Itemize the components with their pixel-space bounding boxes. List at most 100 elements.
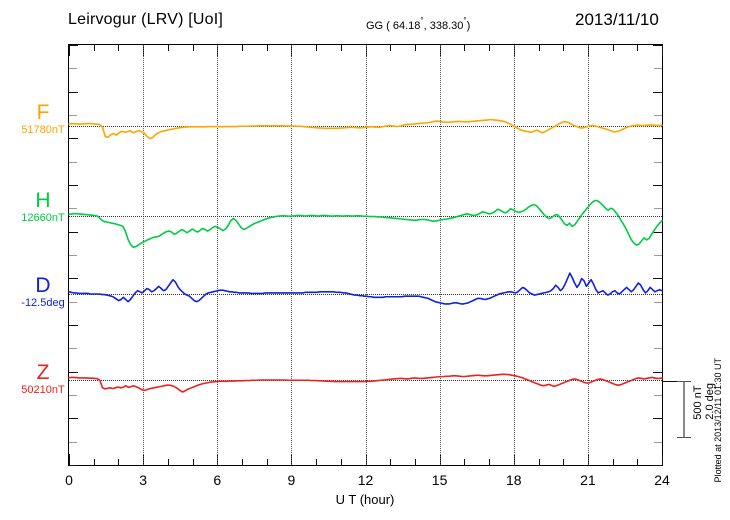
x-tick-bot-0 <box>69 454 70 465</box>
page-title: Leirvogur (LRV) [UoI] <box>68 11 224 28</box>
y-tick-r-15 <box>654 395 662 396</box>
component-symbol: H <box>35 189 51 212</box>
y-tick-r-17 <box>654 441 662 443</box>
y-tick-l-9 <box>69 255 77 256</box>
y-tick-r-18 <box>653 465 662 466</box>
y-tick-r-4 <box>653 138 662 140</box>
y-tick-r-16 <box>653 418 662 420</box>
degree-icon: ° <box>420 16 424 25</box>
x-tick-bot-24 <box>662 454 663 465</box>
x-tick-top-23 <box>637 45 639 51</box>
component-baseline-value: 12660nT <box>21 212 65 224</box>
trace-d <box>68 272 663 305</box>
gridline-hour-12 <box>365 45 367 465</box>
x-tick-top-4 <box>167 45 169 51</box>
y-tick-r-13 <box>654 348 662 350</box>
y-tick-r-8 <box>653 231 662 233</box>
x-tick-label-12: 12 <box>357 472 374 488</box>
gridline-hour-21 <box>587 45 589 465</box>
y-tick-l-4 <box>69 138 78 140</box>
component-label-h: H 12660nT <box>4 190 82 225</box>
y-tick-r-11 <box>654 301 662 303</box>
x-tick-bot-4 <box>167 459 169 465</box>
x-tick-label-0: 0 <box>65 472 73 488</box>
trace-z <box>68 373 663 393</box>
x-tick-bot-19 <box>538 459 540 465</box>
axis-left <box>68 44 69 466</box>
y-tick-l-10 <box>69 278 78 280</box>
gridline-hour-15 <box>439 45 441 465</box>
x-tick-top-8 <box>266 45 268 51</box>
x-tick-label-24: 24 <box>654 472 670 488</box>
x-tick-bot-17 <box>489 459 490 465</box>
coords-prefix: GG ( 64.18 <box>366 20 421 32</box>
x-tick-top-16 <box>464 45 466 51</box>
y-tick-r-9 <box>654 255 662 256</box>
x-tick-top-13 <box>390 45 392 51</box>
y-tick-l-16 <box>69 418 78 420</box>
component-baseline-value: 51780nT <box>21 124 65 136</box>
y-tick-r-1 <box>654 68 662 70</box>
geographic-coordinates: GG ( 64.18°, 338.30°) <box>366 16 470 32</box>
gridline-hour-3 <box>143 45 145 465</box>
y-tick-r-2 <box>653 91 662 93</box>
x-tick-label-15: 15 <box>431 472 448 488</box>
component-baseline-value: 50210nT <box>21 384 65 396</box>
x-tick-label-3: 3 <box>139 472 147 488</box>
x-tick-bot-23 <box>637 459 639 465</box>
trace-f <box>68 118 663 140</box>
trace-curves <box>68 118 663 393</box>
y-tick-l-1 <box>69 68 77 70</box>
axis-bottom <box>68 465 663 466</box>
baseline-z <box>69 380 662 381</box>
scale-bar-reference-line <box>663 381 685 382</box>
x-tick-bot-8 <box>266 459 268 465</box>
gridline-hour-6 <box>217 45 219 465</box>
axis-top <box>68 44 663 45</box>
y-tick-r-6 <box>653 185 662 186</box>
y-tick-l-17 <box>69 441 77 443</box>
x-tick-top-10 <box>316 45 318 51</box>
x-tick-bot-22 <box>612 459 614 465</box>
y-tick-l-8 <box>69 231 78 233</box>
x-tick-top-20 <box>563 45 565 51</box>
x-tick-top-0 <box>69 45 70 56</box>
plot-frame <box>68 44 663 466</box>
gridline-hour-9 <box>291 45 293 465</box>
x-tick-top-17 <box>489 45 490 51</box>
y-tick-l-13 <box>69 348 77 350</box>
observation-date: 2013/11/10 <box>575 10 659 29</box>
x-tick-bot-14 <box>414 459 416 465</box>
degree-icon: ° <box>463 16 467 25</box>
x-tick-label-21: 21 <box>580 472 596 488</box>
trace-h <box>68 199 663 248</box>
component-label-d: D -12.5deg <box>4 275 82 310</box>
x-axis-title: U T (hour) <box>335 492 395 507</box>
y-tick-l-5 <box>69 161 77 163</box>
x-tick-top-24 <box>662 45 663 56</box>
component-symbol: Z <box>36 361 50 384</box>
coords-suffix: ) <box>466 20 471 32</box>
y-tick-r-14 <box>653 371 662 373</box>
axis-right <box>662 44 663 466</box>
scale-bar-cap-top <box>677 381 691 382</box>
x-tick-bot-13 <box>390 459 392 465</box>
y-tick-r-10 <box>653 278 662 280</box>
plotted-at-timestamp: Plotted at 2013/12/11 01:30 UT <box>713 358 723 483</box>
x-tick-label-6: 6 <box>213 472 222 488</box>
coords-mid: , 338.30 <box>423 20 464 32</box>
x-tick-bot-11 <box>340 459 342 465</box>
x-tick-label-18: 18 <box>506 472 522 488</box>
y-tick-l-15 <box>69 395 77 396</box>
x-tick-bot-2 <box>118 459 120 465</box>
x-tick-bot-10 <box>316 459 318 465</box>
component-label-z: Z 50210nT <box>4 362 82 397</box>
x-tick-top-2 <box>118 45 120 51</box>
x-tick-top-11 <box>340 45 342 51</box>
y-tick-l-14 <box>69 371 78 373</box>
y-tick-l-0 <box>69 45 78 46</box>
x-tick-top-1 <box>93 45 95 51</box>
x-tick-bot-16 <box>464 459 466 465</box>
y-tick-r-5 <box>654 161 662 163</box>
